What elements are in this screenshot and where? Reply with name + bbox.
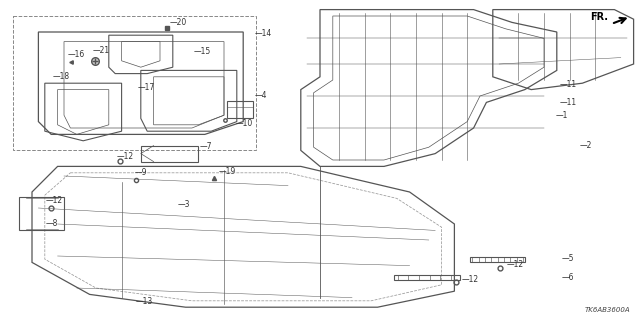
Text: —13: —13	[136, 297, 153, 306]
Text: TK6AB3600A: TK6AB3600A	[585, 307, 630, 313]
Text: —9: —9	[134, 168, 147, 177]
Text: —18: —18	[52, 72, 70, 81]
Text: —17: —17	[138, 83, 155, 92]
Text: —16: —16	[67, 50, 84, 59]
Text: —1: —1	[556, 111, 568, 120]
Text: —10: —10	[236, 119, 253, 128]
Text: —12: —12	[46, 196, 63, 205]
Text: —3: —3	[178, 200, 191, 209]
Text: FR.: FR.	[590, 12, 608, 22]
Text: —4: —4	[255, 91, 268, 100]
Text: —14: —14	[255, 29, 272, 38]
Text: —5: —5	[562, 254, 575, 263]
Text: —19: —19	[219, 167, 236, 176]
Text: —8: —8	[46, 219, 58, 228]
Text: —12: —12	[462, 276, 479, 284]
Text: —12: —12	[116, 152, 134, 161]
Text: —21: —21	[93, 46, 110, 55]
Text: —7: —7	[200, 142, 212, 151]
Text: —11: —11	[560, 80, 577, 89]
Text: —6: —6	[562, 273, 575, 282]
Text: —12: —12	[507, 260, 524, 269]
Text: —20: —20	[170, 18, 187, 27]
Text: —15: —15	[193, 47, 211, 56]
Text: —11: —11	[560, 98, 577, 107]
Text: —2: —2	[579, 141, 591, 150]
